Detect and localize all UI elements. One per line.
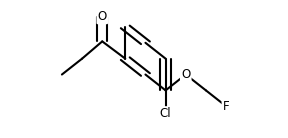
Text: Cl: Cl [160, 107, 171, 120]
Text: F: F [223, 100, 230, 113]
Text: O: O [98, 10, 107, 23]
Text: O: O [181, 68, 190, 81]
